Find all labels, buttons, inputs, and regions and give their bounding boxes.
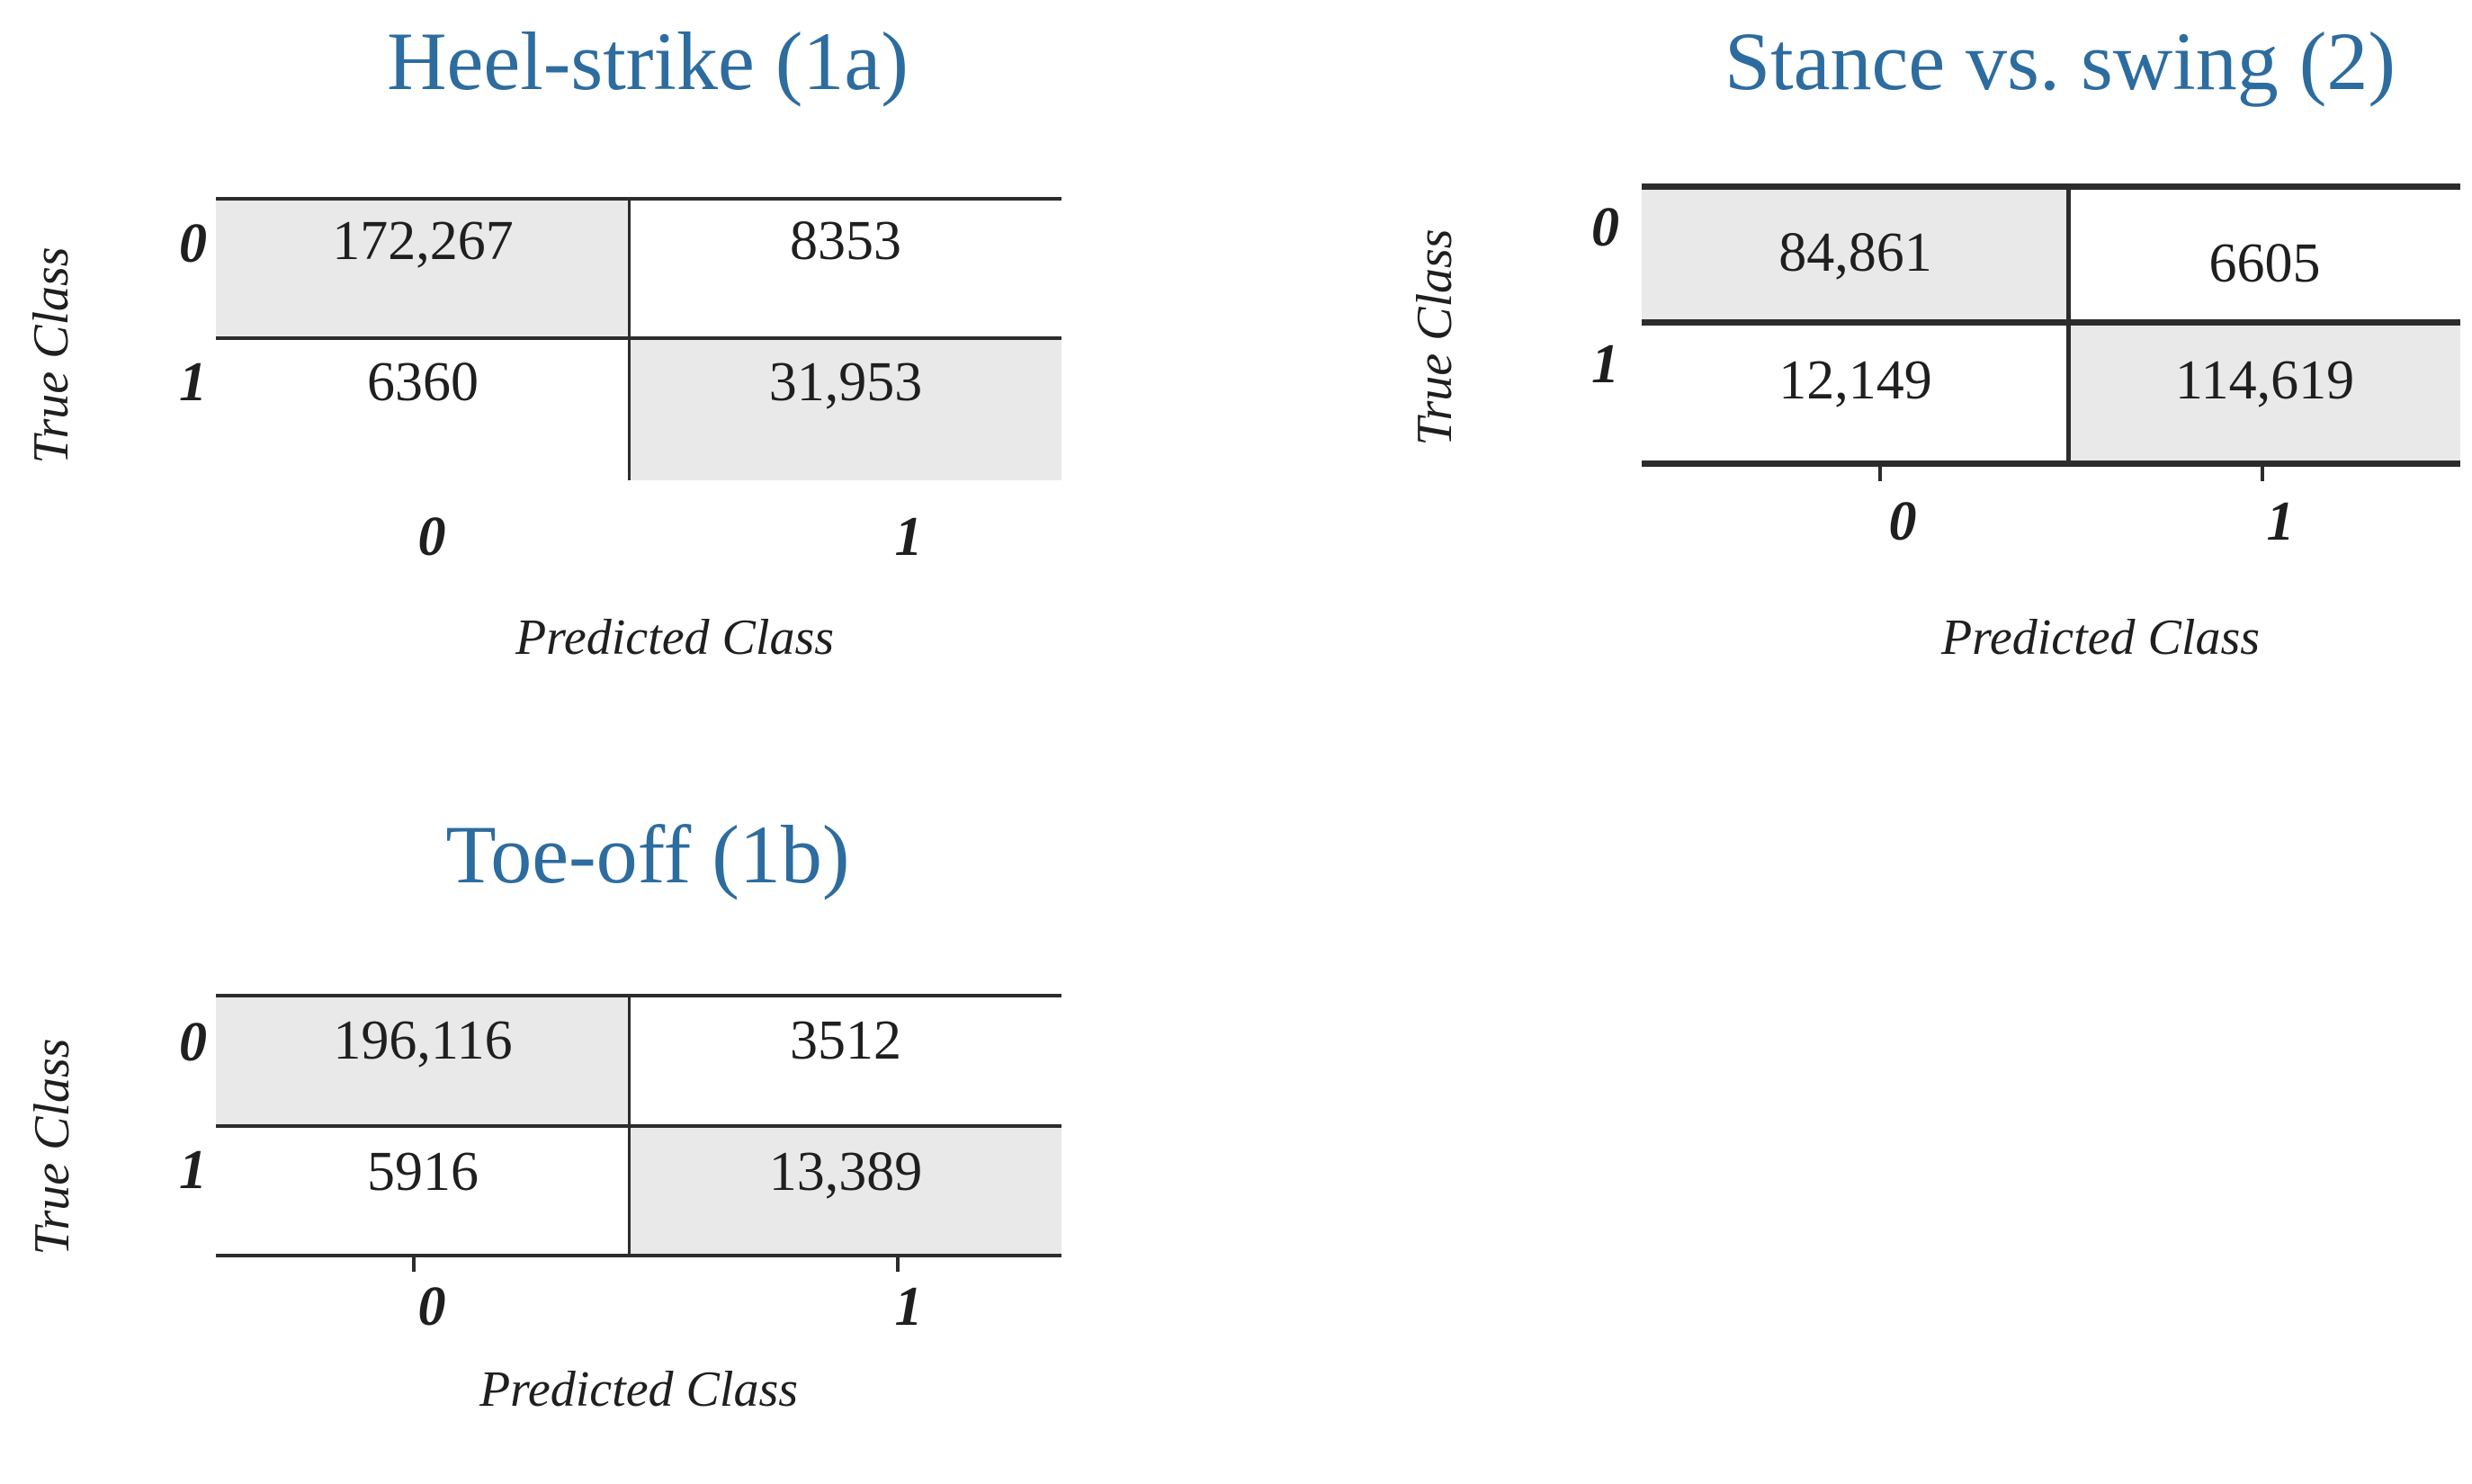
col-label-1: 1 (894, 506, 923, 568)
row-label-0: 0 (179, 213, 207, 274)
row-label-1: 1 (179, 1140, 207, 1201)
grid-line-middle (216, 1124, 1061, 1128)
cell-value-r1c0: 12,149 (1778, 350, 1932, 411)
panel-title: Heel-strike (1a) (387, 15, 909, 107)
row-label-0: 0 (1591, 197, 1619, 258)
col-label-1: 1 (2266, 491, 2295, 552)
cell-value-r1c0: 5916 (367, 1141, 479, 1202)
matrix-cell-r0c0 (216, 201, 628, 336)
cell-value-r1c1: 13,389 (768, 1141, 923, 1202)
axis-tick-1 (2261, 467, 2264, 481)
matrix-cell-r1c1 (2071, 326, 2460, 460)
y-axis-label: True Class (1407, 228, 1463, 446)
grid-line-top (1642, 183, 2460, 190)
grid-line-middle (216, 336, 1061, 340)
cell-value-r1c0: 6360 (367, 352, 479, 413)
cell-value-r0c1: 8353 (790, 210, 901, 272)
matrix-cell-r1c1 (631, 1128, 1061, 1254)
grid-line-middle (1642, 319, 2460, 326)
cell-value-r0c0: 172,267 (332, 210, 514, 272)
cell-value-r1c1: 114,619 (2174, 350, 2355, 411)
matrix-cell-r1c1 (631, 340, 1061, 480)
row-label-1: 1 (179, 352, 207, 413)
y-axis-label: True Class (24, 1038, 80, 1256)
row-label-1: 1 (1591, 334, 1619, 395)
cell-value-r0c1: 6605 (2208, 233, 2321, 294)
grid-line-bottom (1642, 460, 2460, 467)
axis-tick-1 (896, 1257, 900, 1272)
grid-line-divider (628, 994, 631, 1257)
axis-tick-0 (412, 1257, 416, 1272)
cell-value-r0c1: 3512 (790, 1010, 901, 1071)
grid-line-top (216, 994, 1061, 997)
matrix-cell-r0c0 (1642, 190, 2066, 319)
x-axis-label: Predicted Class (479, 1362, 799, 1417)
x-axis-label: Predicted Class (515, 610, 835, 666)
cell-value-r1c1: 31,953 (768, 352, 923, 413)
axis-tick-0 (1878, 467, 1882, 481)
panel-title: Stance vs. swing (2) (1724, 15, 2396, 107)
y-axis-label: True Class (23, 246, 79, 464)
grid-line-bottom (216, 1254, 1061, 1257)
col-label-0: 0 (1888, 491, 1917, 552)
cell-value-r0c0: 196,116 (333, 1010, 513, 1071)
grid-line-divider (2066, 183, 2071, 467)
col-label-0: 0 (417, 1276, 446, 1337)
matrix-cell-r0c0 (216, 997, 628, 1124)
x-axis-label: Predicted Class (1940, 610, 2261, 666)
panel-title: Toe-off (1b) (445, 809, 850, 900)
cell-value-r0c0: 84,861 (1778, 222, 1932, 283)
grid-line-divider (628, 197, 631, 480)
row-label-0: 0 (179, 1012, 207, 1073)
col-label-0: 0 (417, 506, 446, 568)
grid-line-top (216, 197, 1061, 201)
col-label-1: 1 (894, 1276, 923, 1337)
